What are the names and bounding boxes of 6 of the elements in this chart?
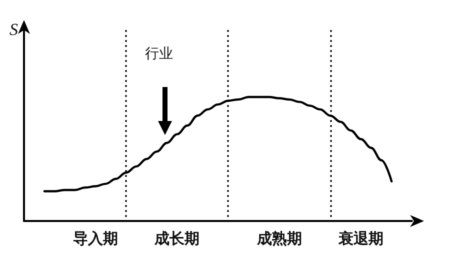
x-tick-label: 成长期 [154, 230, 200, 248]
text: 行业 [145, 46, 173, 62]
x-tick-label: 衰退期 [337, 230, 384, 248]
x-tick-label: 成熟期 [256, 230, 302, 248]
y-axis-title: S [10, 20, 18, 39]
x-tick-label: 导入期 [72, 230, 118, 248]
